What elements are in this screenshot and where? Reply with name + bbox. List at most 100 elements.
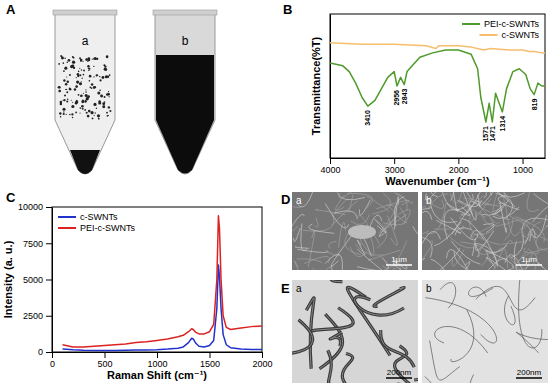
tick-label: 2500 — [23, 311, 43, 321]
fiber — [387, 216, 397, 246]
fiber — [323, 267, 334, 270]
dispersion-speck — [64, 57, 66, 59]
dispersion-speck — [88, 70, 90, 72]
y-axis-line — [330, 15, 331, 159]
fiber — [527, 192, 539, 212]
dispersion-speck — [60, 55, 61, 56]
tick-mark — [210, 352, 211, 358]
legend-label: c-SWNTs — [502, 30, 540, 40]
dispersion-speck — [93, 103, 96, 106]
dispersion-speck — [58, 63, 60, 65]
tick-mark — [105, 352, 106, 358]
dispersion-speck — [79, 83, 82, 86]
tick-label: 1000 — [513, 165, 533, 175]
dispersion-speck — [61, 57, 64, 60]
nanotube — [504, 296, 515, 325]
nanotube — [451, 310, 474, 362]
fiber — [515, 217, 544, 242]
fiber — [534, 194, 548, 205]
fiber — [315, 217, 318, 227]
dispersion-speck — [63, 79, 65, 81]
dispersion-speck — [81, 77, 82, 78]
tick-label: 0 — [38, 347, 43, 357]
fiber — [504, 193, 525, 198]
tem-image — [292, 280, 418, 383]
nanotube-core — [397, 379, 418, 383]
dispersion-speck — [66, 91, 68, 93]
fiber — [475, 244, 479, 256]
fiber — [433, 248, 459, 270]
dispersion-speck — [82, 99, 84, 101]
fiber — [525, 234, 531, 244]
nanotube — [330, 332, 342, 346]
dispersion-speck — [94, 112, 95, 113]
legend-item: PEI-c-SWNTs — [462, 19, 539, 29]
dispersion-speck — [108, 91, 109, 92]
tick: 10000 — [18, 202, 52, 212]
annotation: 3410 — [364, 110, 371, 126]
dispersion-speck — [66, 114, 67, 115]
chart-B: 4000300020001000Wavenumber (cm⁻¹)Transmi… — [310, 14, 546, 187]
tick: 1000 — [513, 158, 533, 175]
fiber — [294, 228, 301, 242]
dispersion-speck — [69, 114, 71, 116]
fiber — [325, 254, 342, 270]
nanotube-core — [326, 280, 343, 282]
fiber — [357, 257, 388, 270]
dispersion-speck — [70, 65, 73, 68]
vial-photo: ab — [53, 10, 217, 174]
dispersion — [156, 55, 214, 174]
nanotube-core — [355, 297, 404, 315]
tick-label: 5000 — [23, 275, 43, 285]
dispersion-speck — [64, 95, 66, 97]
tick: 2500 — [23, 311, 52, 321]
fiber — [522, 222, 532, 234]
fiber — [444, 210, 458, 240]
fiber — [422, 231, 440, 251]
fiber — [472, 192, 484, 193]
series-line — [63, 216, 263, 347]
tick-mark — [262, 352, 263, 358]
nanotube — [326, 280, 343, 282]
tick: 5000 — [23, 275, 52, 285]
dispersion-speck — [86, 97, 89, 100]
dispersion-speck — [85, 89, 86, 90]
sediment — [70, 150, 100, 174]
dispersion-speck — [74, 62, 76, 64]
fiber — [357, 240, 364, 254]
dispersion-speck — [84, 109, 86, 111]
dispersion-speck — [108, 93, 110, 95]
legend: PEI-c-SWNTsc-SWNTs — [462, 19, 539, 40]
nanotube — [374, 287, 404, 306]
x-axis-title: Raman Shift (cm⁻¹) — [107, 369, 207, 381]
fiber — [348, 195, 353, 213]
dispersion-speck — [58, 90, 61, 93]
tick-mark — [523, 158, 524, 164]
fiber — [484, 205, 501, 212]
legend-swatch — [462, 23, 480, 25]
dispersion-speck — [87, 115, 90, 118]
fiber — [454, 251, 466, 269]
dispersion-speck — [72, 102, 73, 103]
dispersion-speck — [59, 112, 61, 114]
tick: 2000 — [449, 158, 469, 175]
dispersion-speck — [79, 57, 81, 59]
y-axis-line — [52, 208, 53, 353]
fiber — [327, 267, 338, 270]
dispersion-speck — [98, 100, 100, 102]
dispersion-speck — [83, 74, 85, 76]
dispersion-speck — [79, 82, 82, 85]
dispersion-speck — [67, 81, 69, 83]
fiber — [297, 249, 327, 252]
panel-label: E — [281, 281, 290, 296]
legend-item: PEI-c-SWNTs — [58, 223, 135, 233]
fiber — [338, 222, 345, 248]
legend-item: c-SWNTs — [480, 30, 540, 40]
fiber — [481, 208, 511, 220]
fiber — [398, 210, 410, 225]
tick: 1500 — [200, 352, 220, 369]
fiber — [422, 207, 431, 211]
fiber — [451, 241, 480, 264]
fiber — [504, 218, 513, 240]
sublabel: a — [296, 195, 302, 206]
